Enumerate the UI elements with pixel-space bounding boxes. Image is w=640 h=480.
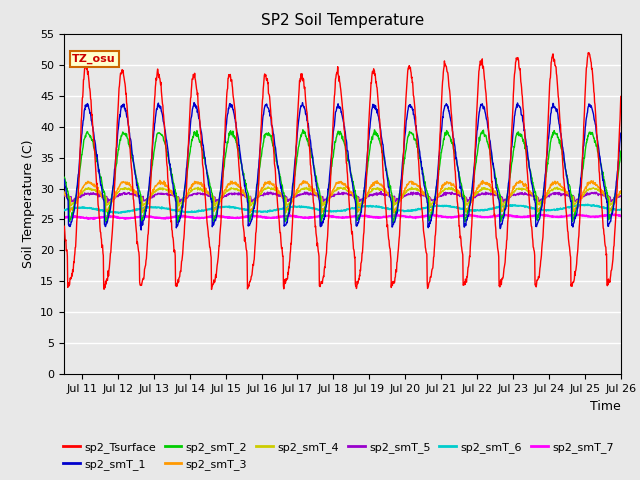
sp2_smT_5	[482, 192, 490, 197]
sp2_smT_1	[617, 130, 625, 136]
Legend: sp2_Tsurface, sp2_smT_1, sp2_smT_2, sp2_smT_3, sp2_smT_4, sp2_smT_5, sp2_smT_6, : sp2_Tsurface, sp2_smT_1, sp2_smT_2, sp2_…	[58, 438, 618, 474]
sp2_Tsurface	[221, 129, 229, 135]
sp2_smT_5	[378, 188, 385, 194]
sp2_smT_3	[161, 181, 168, 187]
X-axis label: Time: Time	[590, 400, 621, 413]
sp2_smT_7	[543, 213, 551, 218]
sp2_smT_4	[221, 190, 228, 196]
sp2_smT_1	[138, 227, 145, 233]
sp2_smT_7	[272, 215, 280, 220]
Title: SP2 Soil Temperature: SP2 Soil Temperature	[260, 13, 424, 28]
Text: TZ_osu: TZ_osu	[72, 54, 116, 64]
sp2_smT_7	[60, 215, 68, 221]
sp2_smT_6	[171, 208, 179, 214]
sp2_smT_2	[544, 161, 552, 167]
sp2_smT_5	[272, 191, 280, 196]
sp2_smT_4	[482, 187, 490, 192]
sp2_smT_4	[272, 187, 280, 193]
sp2_Tsurface	[482, 88, 490, 94]
sp2_smT_2	[171, 183, 179, 189]
sp2_smT_6	[584, 202, 591, 207]
sp2_smT_5	[104, 200, 111, 205]
sp2_smT_6	[221, 204, 229, 210]
sp2_smT_1	[161, 122, 168, 128]
sp2_smT_2	[389, 220, 397, 226]
sp2_smT_4	[60, 191, 68, 196]
sp2_smT_1	[60, 176, 68, 182]
sp2_smT_2	[60, 174, 68, 180]
sp2_Tsurface	[208, 287, 216, 292]
sp2_smT_1	[482, 114, 490, 120]
Line: sp2_smT_7: sp2_smT_7	[64, 215, 621, 219]
sp2_smT_6	[272, 207, 280, 213]
sp2_smT_6	[617, 206, 625, 212]
sp2_smT_3	[60, 189, 68, 195]
Line: sp2_smT_2: sp2_smT_2	[64, 130, 621, 223]
sp2_smT_2	[271, 151, 279, 157]
sp2_smT_5	[544, 194, 552, 200]
sp2_smT_6	[60, 208, 68, 214]
sp2_smT_1	[221, 140, 229, 145]
sp2_smT_4	[356, 204, 364, 209]
sp2_smT_3	[617, 188, 625, 194]
sp2_smT_6	[543, 207, 551, 213]
Line: sp2_smT_6: sp2_smT_6	[64, 204, 621, 213]
Line: sp2_smT_5: sp2_smT_5	[64, 191, 621, 203]
sp2_smT_5	[171, 193, 179, 199]
sp2_smT_6	[482, 207, 490, 213]
sp2_smT_1	[544, 143, 552, 149]
sp2_Tsurface	[584, 50, 592, 56]
sp2_smT_7	[611, 212, 619, 217]
sp2_smT_7	[482, 214, 490, 220]
sp2_smT_3	[171, 193, 179, 199]
sp2_smT_7	[90, 216, 97, 222]
Y-axis label: Soil Temperature (C): Soil Temperature (C)	[22, 140, 35, 268]
sp2_smT_3	[605, 210, 613, 216]
sp2_smT_7	[161, 216, 168, 221]
sp2_smT_6	[115, 210, 122, 216]
sp2_smT_5	[60, 192, 68, 198]
sp2_smT_4	[544, 191, 552, 197]
Line: sp2_smT_3: sp2_smT_3	[64, 180, 621, 213]
sp2_smT_5	[617, 193, 625, 199]
sp2_smT_4	[160, 186, 168, 192]
sp2_smT_7	[617, 213, 625, 219]
sp2_smT_3	[221, 187, 229, 192]
sp2_smT_3	[272, 185, 280, 191]
sp2_smT_3	[156, 178, 164, 183]
sp2_smT_1	[171, 192, 179, 198]
sp2_smT_2	[299, 127, 307, 132]
sp2_Tsurface	[272, 172, 280, 178]
sp2_smT_2	[160, 138, 168, 144]
sp2_smT_2	[617, 148, 625, 154]
sp2_smT_1	[299, 100, 307, 106]
Line: sp2_smT_1: sp2_smT_1	[64, 103, 621, 230]
sp2_smT_7	[221, 215, 229, 220]
sp2_Tsurface	[60, 223, 68, 229]
sp2_Tsurface	[160, 118, 168, 124]
sp2_smT_1	[272, 145, 280, 151]
Line: sp2_Tsurface: sp2_Tsurface	[64, 53, 621, 289]
sp2_smT_4	[171, 192, 179, 197]
sp2_Tsurface	[617, 94, 625, 99]
sp2_smT_5	[221, 193, 229, 199]
sp2_Tsurface	[543, 135, 551, 141]
sp2_smT_3	[543, 190, 551, 196]
Line: sp2_smT_4: sp2_smT_4	[64, 187, 621, 206]
sp2_smT_6	[161, 205, 168, 211]
sp2_smT_3	[482, 181, 490, 187]
sp2_smT_4	[617, 190, 625, 196]
sp2_Tsurface	[171, 247, 179, 253]
sp2_smT_2	[221, 157, 228, 163]
sp2_smT_5	[161, 192, 168, 197]
sp2_smT_7	[171, 214, 179, 219]
sp2_smT_4	[264, 184, 272, 190]
sp2_smT_2	[482, 132, 490, 138]
